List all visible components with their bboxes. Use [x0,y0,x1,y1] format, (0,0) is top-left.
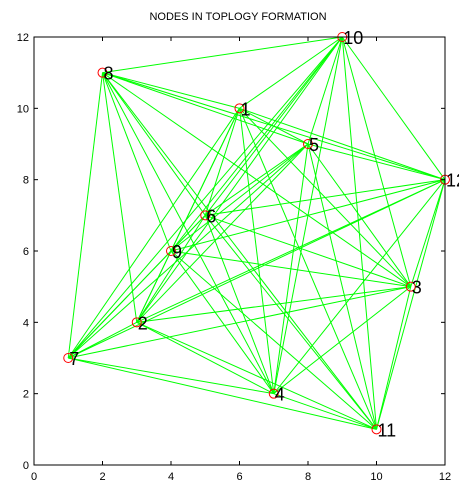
edge-1-10 [239,36,343,109]
y-tick-label: 0 [23,460,29,472]
edge-1-6 [204,108,240,216]
edge-6-9 [170,214,206,252]
edge-9-10 [170,36,343,252]
node-marker-4 [268,388,279,399]
node-marker-8 [97,67,108,78]
edge-2-10 [136,36,343,323]
edge-3-12 [410,179,446,287]
node-marker-2 [131,317,142,328]
edge-2-9 [136,250,172,323]
node-marker-9 [166,246,176,256]
edge-4-5 [273,143,309,394]
node-label-11: 11 [378,420,397,440]
node-label-7: 7 [69,349,79,369]
edge-4-6 [204,215,275,394]
edge-9-12 [170,179,446,252]
edge-6-11 [204,215,377,430]
y-tick-label: 2 [23,389,29,401]
edge-8-12 [102,72,446,181]
edge-1-11 [239,108,377,430]
node-marker-3 [405,281,416,292]
y-tick-label: 8 [23,175,29,187]
edge-10-12 [341,36,446,180]
edge-8-10 [102,36,343,74]
edge-7-11 [68,357,377,430]
edge-11-12 [376,179,446,430]
node-label-8: 8 [104,64,114,84]
edge-1-7 [67,108,240,359]
node-marker-11 [371,424,382,435]
node-label-1: 1 [241,99,251,119]
edge-1-12 [239,107,446,181]
node-label-10: 10 [343,28,363,48]
y-tick-label: 12 [17,32,29,44]
y-tick-label: 4 [23,317,29,329]
edge-2-11 [136,321,377,430]
edge-3-5 [307,143,412,287]
x-tick-label: 6 [236,471,242,483]
edge-2-5 [136,143,309,323]
edge-4-9 [170,250,275,394]
node-label-12: 12 [446,171,459,191]
edge-4-7 [68,357,274,395]
edge-3-11 [376,286,412,430]
edge-2-4 [136,321,274,395]
x-tick-label: 8 [305,471,311,483]
edge-7-12 [68,179,446,359]
node-label-3: 3 [412,278,422,298]
edge-9-11 [170,250,377,430]
edge-7-8 [67,72,103,359]
edge-1-4 [239,108,275,394]
y-tick-label: 6 [23,246,29,258]
edge-3-6 [205,214,411,288]
x-tick-label: 0 [31,471,37,483]
node-marker-1 [234,103,245,114]
edge-3-4 [273,286,412,395]
edge-4-12 [273,179,446,394]
node-labels-layer: 123456789101112 [69,28,459,440]
node-marker-7 [63,353,74,363]
edges-layer [67,36,446,430]
edge-5-7 [67,143,309,359]
edge-8-11 [102,72,377,430]
edge-6-12 [205,179,446,216]
node-label-5: 5 [309,135,319,155]
edge-5-12 [307,143,446,181]
node-marker-6 [200,210,211,221]
edge-2-3 [136,286,411,323]
node-label-9: 9 [172,242,182,262]
edge-5-6 [204,143,309,216]
edge-5-9 [170,143,309,252]
x-tick-label: 12 [439,471,451,483]
node-label-6: 6 [206,206,216,226]
y-tick-label: 10 [17,103,29,115]
x-tick-label: 4 [168,471,174,483]
edge-5-10 [307,36,343,145]
edge-7-10 [67,36,343,359]
edge-5-11 [307,143,377,430]
edge-4-11 [273,393,377,430]
edge-1-9 [170,108,240,252]
edge-8-9 [102,72,172,252]
edge-1-8 [102,72,240,109]
edge-7-9 [67,250,172,359]
edge-10-11 [341,36,377,430]
node-label-4: 4 [275,385,285,405]
x-tick-label: 10 [370,471,382,483]
edge-6-8 [102,72,206,216]
node-label-2: 2 [138,313,148,333]
edge-2-8 [102,72,138,323]
edge-3-7 [68,286,411,359]
node-marker-5 [303,139,313,149]
chart-title: NODES IN TOPLOGY FORMATION [149,11,326,23]
edge-5-8 [102,72,309,145]
x-tick-label: 2 [99,471,105,483]
